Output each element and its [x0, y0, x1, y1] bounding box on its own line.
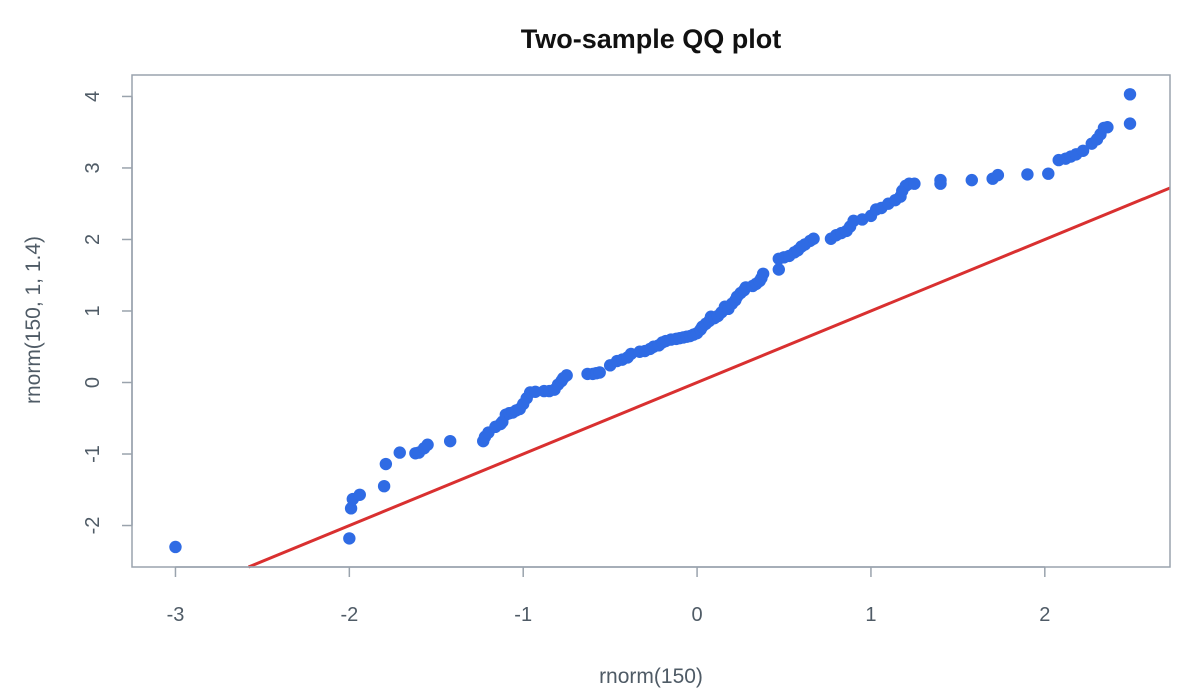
y-tick-label: -2: [82, 517, 104, 535]
data-point: [377, 479, 391, 493]
y-axis-label: rnorm(150, 1, 1.4): [22, 236, 45, 404]
data-point: [908, 177, 921, 190]
data-point: [379, 457, 393, 471]
plot-frame: [131, 74, 1171, 568]
data-point: [1123, 117, 1137, 130]
points-layer: [169, 88, 1137, 554]
data-point: [344, 502, 358, 515]
chart-title: Two-sample QQ plot: [521, 24, 782, 54]
data-point: [1123, 88, 1137, 101]
reference-line: [247, 186, 1171, 569]
data-point: [593, 366, 606, 379]
data-point: [443, 434, 457, 448]
y-tick-label: 1: [82, 305, 104, 316]
data-point: [353, 488, 366, 501]
data-point: [991, 168, 1005, 182]
x-tick-label: -1: [514, 604, 532, 626]
data-point: [343, 532, 356, 545]
x-axis: -3 -2 -1 0 1 2: [167, 566, 1050, 626]
data-point: [421, 438, 434, 451]
data-point: [965, 173, 978, 187]
x-tick-label: 1: [865, 604, 876, 626]
y-tick-label: 2: [82, 234, 104, 245]
data-point: [772, 263, 785, 276]
x-tick-label: -2: [340, 604, 358, 626]
x-tick-label: 2: [1039, 604, 1050, 626]
data-point: [1042, 167, 1055, 180]
x-tick-label: -3: [167, 604, 185, 626]
data-point: [560, 369, 573, 382]
data-point: [1076, 144, 1090, 158]
data-point: [169, 540, 182, 554]
data-point: [807, 232, 820, 245]
data-point: [934, 173, 947, 187]
y-axis: -2 -1 0 1 2 3 4: [82, 91, 133, 535]
y-tick-label: 4: [82, 91, 104, 102]
reference-line-layer: [247, 186, 1171, 569]
x-axis-label: rnorm(150): [599, 665, 703, 688]
data-point: [1101, 121, 1114, 134]
data-point: [756, 267, 770, 281]
y-tick-label: 0: [82, 377, 104, 388]
x-tick-label: 0: [692, 604, 703, 626]
y-tick-label: -1: [82, 445, 104, 463]
data-point: [1021, 168, 1034, 181]
data-point: [393, 446, 406, 459]
y-tick-label: 3: [82, 162, 104, 173]
